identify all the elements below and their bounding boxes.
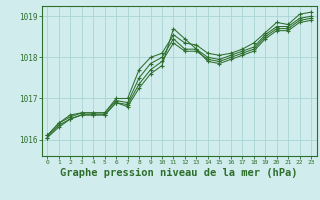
- X-axis label: Graphe pression niveau de la mer (hPa): Graphe pression niveau de la mer (hPa): [60, 168, 298, 178]
